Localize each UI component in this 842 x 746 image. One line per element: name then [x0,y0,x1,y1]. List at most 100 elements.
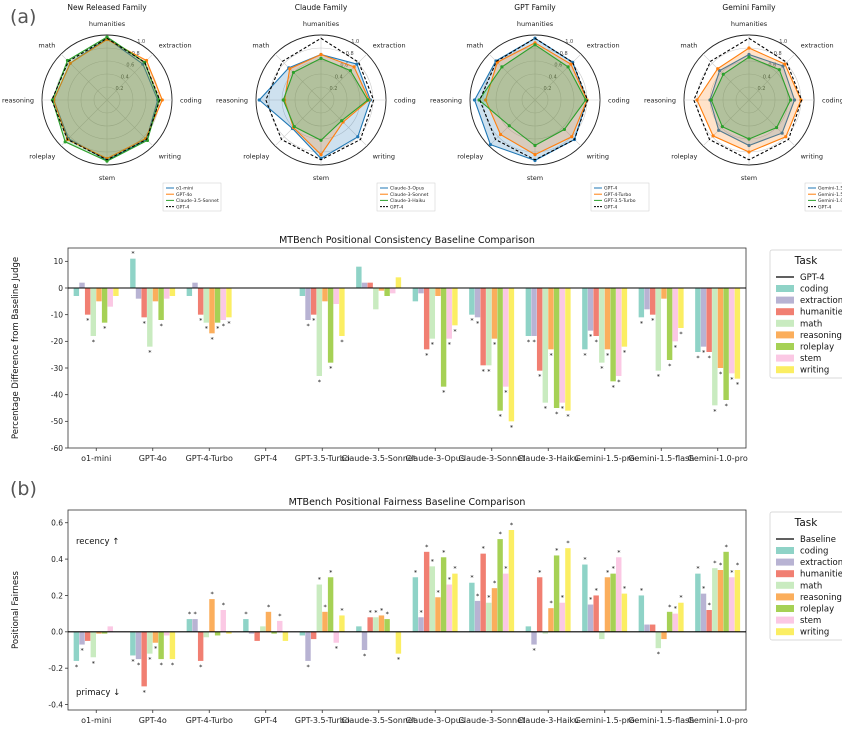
significance-star: * [386,610,390,618]
significance-star: * [81,647,85,655]
y-tick-label: -0.4 [48,700,63,709]
bar-roleplay [384,619,390,632]
radar-axis-label: writing [801,153,823,161]
bar-coding [582,288,588,350]
bar-writing [226,631,232,634]
radar-axis-label: extraction [373,41,406,49]
significance-star: * [583,351,587,359]
fairness-bar-chart: MTBench Positional Fairness Baseline Com… [11,497,842,725]
significance-star: * [555,410,559,418]
legend-swatch-reasoning [776,331,794,339]
significance-star: * [493,579,497,587]
legend-swatch-math [776,319,794,327]
radar-charts: humanities extraction coding writing stem rol… [2,3,842,212]
significance-star: * [199,663,203,671]
radar-legend-label: GPT-4-Turbo [604,192,631,198]
radar-tick-label: 0.6 [126,63,134,69]
radar-point [570,135,574,139]
significance-star: * [171,661,175,669]
significance-star: * [397,656,401,664]
bar-math [712,288,718,406]
bar-reasoning [322,288,328,302]
bar-coding [695,288,701,352]
significance-star: * [92,659,96,667]
significance-star: * [736,381,740,389]
plot-frame [67,509,747,711]
bar-reasoning [96,288,102,302]
significance-star: * [470,574,474,582]
significance-star: * [623,585,627,593]
significance-star: * [612,383,616,391]
radar-spoke [702,99,750,147]
bar-coding [356,266,362,288]
radar-point [716,67,720,71]
significance-star: * [453,327,457,335]
significance-star: * [674,605,678,613]
significance-star: * [600,365,604,373]
bar-stem [672,288,678,342]
y-tick-label: -30 [51,364,63,373]
x-tick-label: GPT-3.5-Turbo [295,716,350,725]
significance-star: * [719,561,723,569]
bar-humanities [593,288,599,336]
significance-star: * [222,322,226,330]
significance-star: * [148,656,152,664]
legend-label: extraction [800,558,842,568]
significance-star: * [510,521,514,529]
significance-star: * [448,341,452,349]
radar-spoke [534,99,582,147]
radar-axis-label: coding [180,97,202,105]
bar-coding [582,564,588,632]
radar-point [792,98,797,102]
significance-star: * [679,594,683,602]
significance-star: * [482,367,486,375]
bar-extraction [305,288,311,320]
radar-legend-label: Claude-3-Sonnet [390,192,429,198]
x-tick-label: GPT-4-Turbo [186,716,233,725]
bar-reasoning [548,288,554,350]
radar-point [783,62,787,66]
bar-math [373,288,379,310]
radar-tick-label: 0.4 [121,74,129,80]
legend-swatch-math [776,581,794,589]
bar-stem [559,602,565,632]
radar-axis-label: stem [313,174,329,182]
significance-star: * [482,545,486,553]
bar-writing [452,573,458,632]
significance-star: * [318,378,322,386]
radar-tick-label: 1.0 [779,39,787,45]
significance-star: * [566,413,570,421]
bar-coding [73,288,80,296]
radar-tick-label: 0.4 [335,74,343,80]
x-tick-label: Claude-3.5-Sonnet [342,716,416,725]
radar-point [63,140,67,144]
bar-math [316,288,323,376]
radar-axis-label: roleplay [243,153,269,161]
radar-axis-label: reasoning [430,97,462,105]
significance-star: * [696,354,700,362]
significance-star: * [318,576,322,584]
bar-extraction [135,631,142,660]
bar-math [599,631,605,640]
bar-coding [186,619,193,632]
bar-reasoning [604,288,611,350]
radar-point [507,124,511,128]
significance-star: * [194,610,198,618]
x-tick-label: o1-mini [81,454,111,463]
bar-humanities [423,551,430,632]
x-tick-label: Gemini-1.5-flash [628,454,694,463]
legend-swatch-coding [776,285,794,292]
significance-star: * [487,594,491,602]
bar-math [147,631,153,654]
bar-math [147,288,153,347]
bar-extraction [418,617,424,632]
significance-star: * [504,565,508,573]
y-tick-label: -0.2 [48,664,63,673]
legend-label: math [800,319,822,329]
significance-star: * [668,603,672,611]
significance-star: * [470,317,474,325]
radar-tick-label: 0.2 [757,86,765,92]
radar-point [709,98,713,102]
radar-point [68,61,72,65]
bar-humanities [649,624,656,632]
